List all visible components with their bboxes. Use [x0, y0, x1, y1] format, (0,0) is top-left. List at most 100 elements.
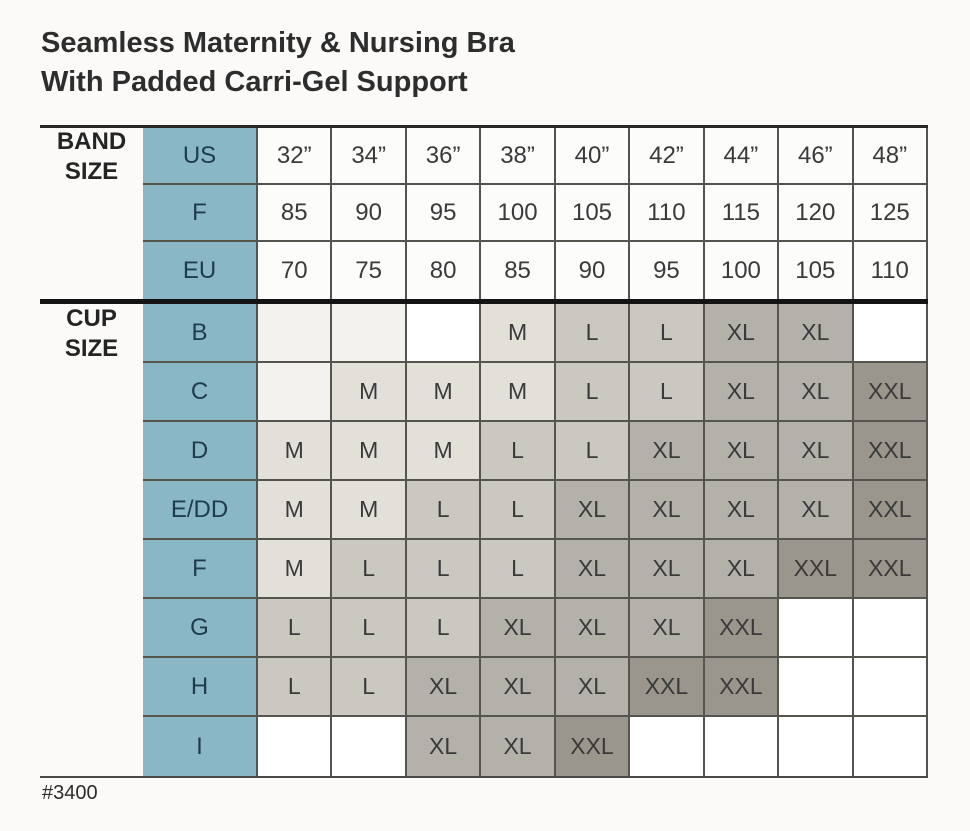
- size-cell: [258, 363, 333, 422]
- cup-row-header-h: H: [143, 658, 258, 717]
- size-cell: XL: [481, 599, 556, 658]
- size-chart-table: BAND SIZE US 32” 34” 36” 38” 40” 42” 44” 46” 48” F…: [40, 125, 928, 778]
- cup-row-header-f: F: [143, 540, 258, 599]
- band-value-cell: 105: [555, 185, 631, 242]
- band-value-cell: 125: [853, 185, 928, 242]
- size-cell: M: [332, 422, 407, 481]
- band-value-cell: 46”: [779, 128, 854, 185]
- size-cell: XL: [704, 422, 780, 481]
- band-row-header-eu: EU: [143, 242, 258, 299]
- size-cell: [704, 717, 780, 776]
- size-cell: XL: [779, 422, 854, 481]
- size-cell: XXL: [853, 540, 928, 599]
- size-cell: [853, 717, 928, 776]
- size-cell: M: [332, 481, 407, 540]
- band-size-label: BAND SIZE: [56, 128, 127, 185]
- size-cell: XL: [704, 540, 780, 599]
- size-cell: XL: [704, 481, 780, 540]
- band-value-cell: 44”: [704, 128, 780, 185]
- size-cell: [406, 304, 482, 363]
- cup-row-header-b: B: [143, 304, 258, 363]
- band-value-cell: 36”: [406, 128, 482, 185]
- band-value-cell: 90: [555, 242, 631, 299]
- band-value-cell: 32”: [258, 128, 333, 185]
- size-cell: XL: [481, 717, 556, 776]
- size-cell: XL: [555, 481, 631, 540]
- size-cell: L: [630, 304, 705, 363]
- size-cell: XL: [779, 481, 854, 540]
- size-cell: XXL: [779, 540, 854, 599]
- size-cell: XL: [630, 540, 705, 599]
- size-cell: XL: [779, 363, 854, 422]
- size-cell: XXL: [555, 717, 631, 776]
- band-value-cell: 110: [630, 185, 705, 242]
- band-value-cell: 38”: [481, 128, 556, 185]
- band-value-cell: 110: [853, 242, 928, 299]
- size-cell: [332, 304, 407, 363]
- size-cell: L: [630, 363, 705, 422]
- size-cell: L: [258, 599, 333, 658]
- size-cell: L: [481, 422, 556, 481]
- size-cell: L: [555, 422, 631, 481]
- cup-size-label: CUP SIZE: [64, 305, 119, 362]
- section-divider-rule: [40, 299, 928, 304]
- size-cell: L: [481, 540, 556, 599]
- size-cell: XXL: [853, 481, 928, 540]
- size-cell: XXL: [853, 363, 928, 422]
- size-cell: XL: [630, 422, 705, 481]
- size-cell: L: [406, 599, 482, 658]
- size-cell: XL: [555, 599, 631, 658]
- band-value-cell: 115: [704, 185, 780, 242]
- size-cell: XL: [481, 658, 556, 717]
- size-cell: [332, 717, 407, 776]
- size-cell: XXL: [853, 422, 928, 481]
- band-row-header-us: US: [143, 128, 258, 185]
- band-row-header-f: F: [143, 185, 258, 242]
- page-title-line2: With Padded Carri-Gel Support: [41, 66, 468, 99]
- size-cell: L: [332, 540, 407, 599]
- size-cell: [853, 304, 928, 363]
- size-cell: XL: [406, 658, 482, 717]
- size-cell: [779, 599, 854, 658]
- cup-row-header-c: C: [143, 363, 258, 422]
- size-cell: [630, 717, 705, 776]
- size-cell: XL: [704, 363, 780, 422]
- size-cell: L: [406, 481, 482, 540]
- cup-row-header-g: G: [143, 599, 258, 658]
- size-cell: L: [332, 658, 407, 717]
- cup-size-section: CUP SIZE B M L L XL XL C M M M L L XL XL XXL D M M M L L XL XL…: [40, 304, 928, 778]
- band-value-cell: 90: [332, 185, 407, 242]
- band-value-cell: 85: [481, 242, 556, 299]
- size-cell: M: [406, 422, 482, 481]
- page-title: Seamless Maternity & Nursing Bra With Pa…: [41, 24, 515, 103]
- band-value-cell: 120: [779, 185, 854, 242]
- size-cell: XXL: [704, 599, 780, 658]
- cup-row-header-i: I: [143, 717, 258, 776]
- band-value-cell: 85: [258, 185, 333, 242]
- band-value-cell: 80: [406, 242, 482, 299]
- size-cell: L: [332, 599, 407, 658]
- band-value-cell: 95: [630, 242, 705, 299]
- size-cell: XL: [630, 599, 705, 658]
- band-value-cell: 34”: [332, 128, 407, 185]
- page-title-line1: Seamless Maternity & Nursing Bra: [41, 27, 515, 59]
- band-size-section: BAND SIZE US 32” 34” 36” 38” 40” 42” 44” 46” 48” F…: [40, 125, 928, 299]
- band-value-cell: 48”: [853, 128, 928, 185]
- size-cell: XL: [555, 658, 631, 717]
- size-cell: L: [258, 658, 333, 717]
- size-cell: M: [481, 304, 556, 363]
- size-cell: [779, 717, 854, 776]
- size-cell: [258, 717, 333, 776]
- size-cell: XXL: [704, 658, 780, 717]
- size-cell: XL: [406, 717, 482, 776]
- size-cell: XXL: [630, 658, 705, 717]
- size-cell: [853, 599, 928, 658]
- size-cell: M: [258, 540, 333, 599]
- band-value-cell: 42”: [630, 128, 705, 185]
- band-value-cell: 70: [258, 242, 333, 299]
- style-number: #3400: [42, 782, 98, 804]
- cup-row-header-e-dd: E/DD: [143, 481, 258, 540]
- size-cell: XL: [779, 304, 854, 363]
- size-cell: M: [258, 481, 333, 540]
